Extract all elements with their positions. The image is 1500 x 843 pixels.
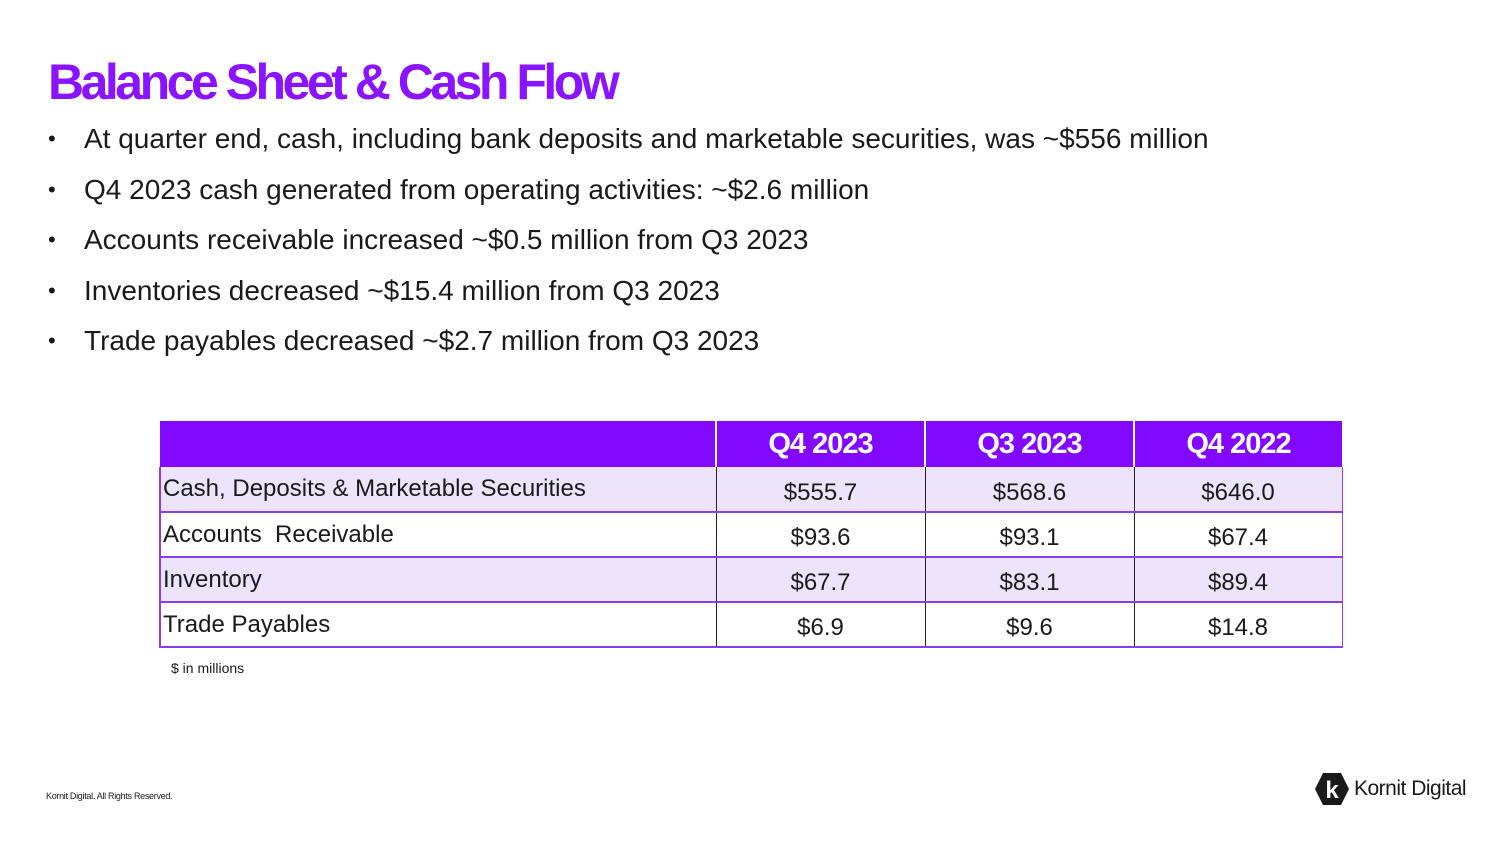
row-label: Cash, Deposits & Marketable Securities	[159, 467, 717, 513]
table-cell: $568.6	[925, 467, 1135, 513]
bullet-dot: •	[48, 126, 56, 151]
bullet-dot: •	[48, 277, 56, 303]
kornit-logo-text: Kornit Digital	[1354, 777, 1467, 800]
kornit-logo-icon: k	[1315, 773, 1349, 805]
table-cell: $93.6	[716, 512, 926, 558]
balance-sheet-table: Q4 2023 Q3 2023 Q4 2022 Cash, Deposits &…	[159, 421, 1343, 648]
table-header-q4-2023: Q4 2023	[716, 421, 926, 467]
table-cell: $9.6	[925, 602, 1135, 648]
table-cell: $14.8	[1134, 602, 1343, 648]
bullet-item: • At quarter end, cash, including bank de…	[44, 120, 1209, 171]
table-cell: $89.4	[1134, 557, 1343, 603]
kornit-logo: k Kornit Digital	[1314, 772, 1467, 806]
kornit-logo-letter: k	[1325, 777, 1339, 804]
table-cell: $93.1	[925, 512, 1135, 558]
table-cell: $646.0	[1134, 467, 1343, 513]
table-row: Inventory $67.7 $83.1 $89.4	[159, 557, 1343, 603]
bullet-list: • At quarter end, cash, including bank de…	[44, 120, 1209, 373]
table-header-q3-2023: Q3 2023	[925, 421, 1135, 467]
footnote: $ in millions	[171, 660, 245, 676]
copyright-text: Kornit Digital. All Rights Reserved.	[46, 791, 173, 801]
table-cell: $67.4	[1134, 512, 1343, 558]
table-row: Accounts Receivable $93.6 $93.1 $67.4	[159, 512, 1343, 558]
row-label: Trade Payables	[159, 602, 717, 648]
bullet-item: • Trade payables decreased ~$2.7 million …	[44, 322, 1209, 373]
table-row: Cash, Deposits & Marketable Securities $…	[159, 467, 1343, 513]
table-header-row: Q4 2023 Q3 2023 Q4 2022	[160, 421, 1342, 467]
row-label: Accounts Receivable	[159, 512, 717, 558]
table-cell: $555.7	[716, 467, 926, 513]
slide-title: Balance Sheet & Cash Flow	[48, 54, 620, 110]
bullet-item: • Accounts receivable increased ~$0.5 mil…	[44, 221, 1209, 272]
table-header-q4-2022: Q4 2022	[1134, 421, 1342, 467]
table-header-empty	[160, 421, 717, 467]
row-label: Inventory	[159, 557, 717, 603]
table-cell: $6.9	[716, 602, 926, 648]
bullet-dot: •	[48, 227, 56, 252]
table-cell: $67.7	[716, 557, 926, 603]
table-cell: $83.1	[925, 557, 1135, 603]
bullet-item: • Q4 2023 cash generated from operating a…	[44, 171, 1209, 222]
bullet-dot: •	[48, 176, 56, 202]
bullet-item: • Inventories decreased ~$15.4 million fr…	[44, 272, 1209, 323]
table-row: Trade Payables $6.9 $9.6 $14.8	[159, 602, 1343, 648]
bullet-dot: •	[48, 328, 56, 353]
